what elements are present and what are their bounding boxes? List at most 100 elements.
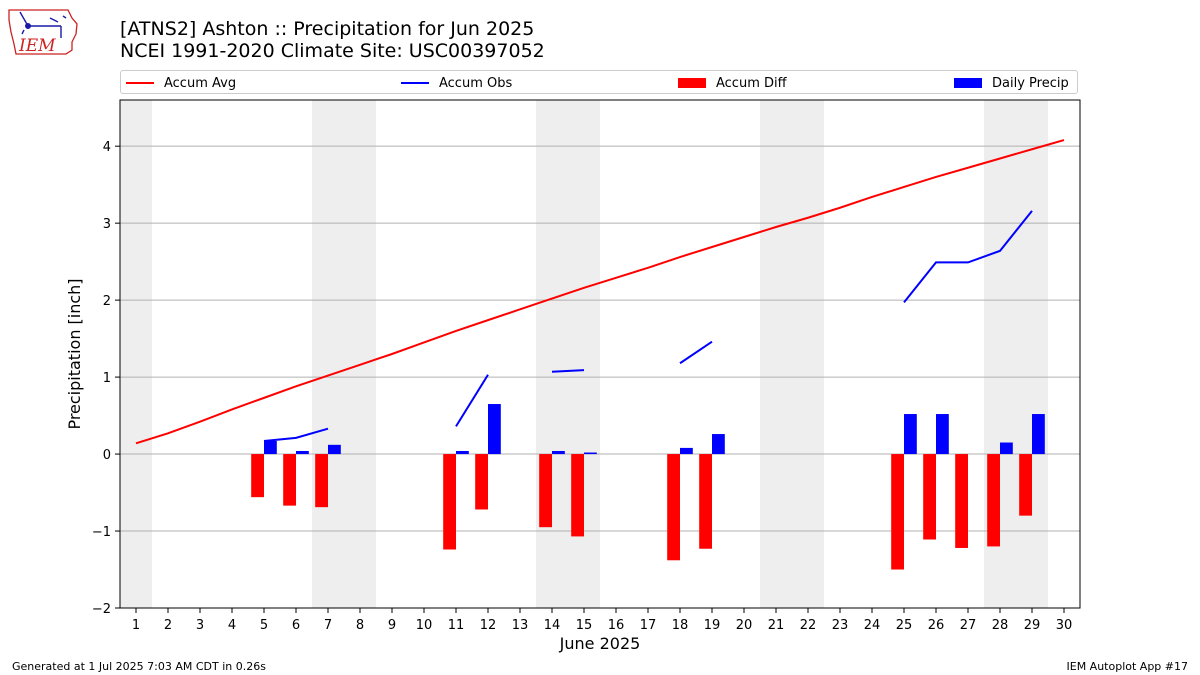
accum-diff-bar — [1019, 454, 1032, 516]
legend-item-daily-precip: Daily Precip — [954, 74, 1069, 92]
y-tick-label: 4 — [103, 140, 111, 155]
x-tick-label: 22 — [800, 618, 817, 633]
weekend-shade — [792, 100, 824, 608]
accum-obs-line — [455, 374, 489, 427]
x-tick-label: 24 — [864, 618, 881, 633]
legend-item-accum-diff: Accum Diff — [678, 74, 787, 92]
x-tick-label: 3 — [196, 618, 204, 633]
weekend-shade — [120, 100, 152, 608]
x-tick-label: 28 — [992, 618, 1009, 633]
x-tick-label: 7 — [324, 618, 332, 633]
accum-obs-line — [263, 427, 329, 442]
y-tick-label: 2 — [103, 294, 111, 309]
legend-label-accum-diff: Accum Diff — [716, 75, 787, 91]
legend-item-accum-obs: Accum Obs — [401, 74, 512, 92]
accum-diff-bar — [475, 454, 488, 510]
x-tick-label: 5 — [260, 618, 268, 633]
x-tick-label: 25 — [896, 618, 913, 633]
daily-precip-bar — [936, 414, 949, 455]
accum-diff-bar — [667, 454, 680, 561]
daily-precip-bar — [584, 452, 597, 455]
legend-label-accum-avg: Accum Avg — [164, 75, 237, 91]
accum-diff-bar — [539, 454, 552, 528]
x-tick-label: 20 — [736, 618, 753, 633]
y-axis-label: Precipitation [inch] — [65, 278, 84, 429]
x-tick-label: 4 — [228, 618, 236, 633]
y-tick-label: −1 — [92, 525, 111, 540]
daily-precip-bar — [488, 404, 501, 455]
legend-label-daily-precip: Daily Precip — [992, 75, 1069, 91]
accum-diff-bar — [891, 454, 904, 570]
accum-obs-line — [903, 210, 1033, 304]
accum-diff-bar — [251, 454, 264, 498]
x-tick-label: 14 — [544, 618, 561, 633]
daily-precip-bar — [680, 447, 693, 455]
x-tick-label: 26 — [928, 618, 945, 633]
accum-obs-line — [679, 340, 713, 365]
legend-swatch-accum-diff — [678, 78, 706, 88]
iem-logo: IEM — [8, 9, 78, 56]
daily-precip-bar — [296, 450, 309, 455]
chart-legend: Accum Avg Accum Obs Accum Diff Daily Pre… — [120, 70, 1078, 94]
daily-precip-bar — [1032, 414, 1045, 455]
x-tick-label: 27 — [960, 618, 977, 633]
logo-text: IEM — [18, 36, 56, 56]
x-tick-label: 16 — [608, 618, 625, 633]
daily-precip-bar — [1000, 442, 1013, 455]
legend-label-accum-obs: Accum Obs — [439, 75, 513, 91]
legend-swatch-daily-precip — [954, 78, 982, 88]
weekend-shade — [312, 100, 344, 608]
y-tick-label: −2 — [92, 602, 111, 617]
x-tick-label: 13 — [512, 618, 529, 633]
x-tick-label: 17 — [640, 618, 657, 633]
legend-swatch-accum-avg — [126, 82, 154, 84]
y-tick-label: 3 — [103, 217, 111, 232]
plot-frame — [119, 99, 1081, 609]
y-tick-label: 1 — [103, 371, 111, 386]
accum-diff-bar — [955, 454, 968, 548]
x-tick-label: 30 — [1056, 618, 1073, 633]
daily-precip-bar — [328, 444, 341, 455]
generated-footnote: Generated at 1 Jul 2025 7:03 AM CDT in 0… — [12, 660, 266, 673]
app-footnote: IEM Autoplot App #17 — [1066, 660, 1189, 673]
x-tick-label: 12 — [480, 618, 497, 633]
x-tick-label: 19 — [704, 618, 721, 633]
x-tick-label: 21 — [768, 618, 785, 633]
y-tick-label: 0 — [103, 448, 111, 463]
x-tick-label: 6 — [292, 618, 300, 633]
weekend-shade — [344, 100, 376, 608]
x-tick-label: 23 — [832, 618, 849, 633]
x-tick-label: 1 — [132, 618, 140, 633]
daily-precip-bar — [552, 450, 565, 455]
x-tick-label: 11 — [448, 618, 465, 633]
legend-swatch-accum-obs — [401, 82, 429, 84]
chart-subtitle: NCEI 1991-2020 Climate Site: USC00397052 — [120, 40, 545, 62]
x-axis-label: June 2025 — [559, 634, 641, 653]
x-tick-label: 8 — [356, 618, 364, 633]
weekend-shade — [760, 100, 792, 608]
accum-obs-line — [551, 369, 585, 373]
iowa-state-outline — [8, 9, 78, 55]
accum-diff-bar — [923, 454, 936, 540]
weekend-shade — [536, 100, 568, 608]
accum-diff-bar — [443, 454, 456, 550]
legend-item-accum-avg: Accum Avg — [126, 74, 236, 92]
x-tick-label: 2 — [164, 618, 172, 633]
x-tick-label: 9 — [388, 618, 396, 633]
x-tick-label: 10 — [416, 618, 433, 633]
accum-diff-bar — [987, 454, 1000, 547]
accum-diff-bar — [571, 454, 584, 537]
accum-diff-bar — [315, 454, 328, 508]
accum-diff-bar — [283, 454, 296, 506]
weekend-shade — [1016, 100, 1048, 608]
daily-precip-bar — [712, 434, 725, 455]
daily-precip-bar — [456, 450, 469, 455]
x-tick-label: 29 — [1024, 618, 1041, 633]
x-tick-label: 15 — [576, 618, 593, 633]
accum-avg-line — [135, 139, 1065, 445]
daily-precip-bar — [904, 414, 917, 455]
x-tick-label: 18 — [672, 618, 689, 633]
chart-title: [ATNS2] Ashton :: Precipitation for Jun … — [120, 18, 535, 40]
daily-precip-bar — [264, 440, 277, 455]
